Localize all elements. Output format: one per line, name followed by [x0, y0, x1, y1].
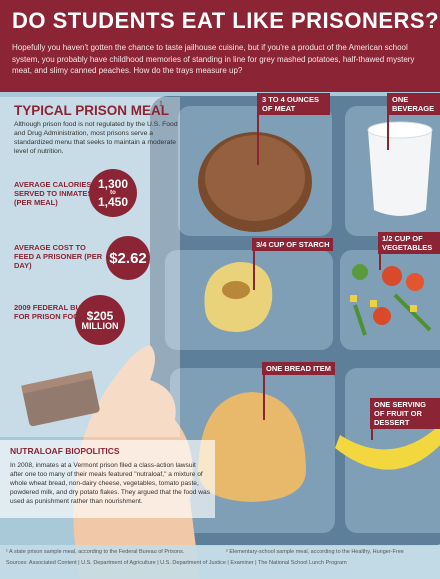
stat-label: 2009 FEDERAL BUDGET FOR PRISON FOOD — [14, 303, 102, 321]
glass-rim — [367, 121, 433, 139]
vegetables — [350, 264, 432, 336]
nutraloaf-text: In 2008, inmates at a Vermont prison fil… — [10, 462, 211, 505]
stat-label: AVERAGE COST TO FEED A PRISONER (PER DAY… — [14, 243, 103, 270]
nutraloaf-title: NUTRALOAF BIOPOLITICS — [10, 446, 120, 456]
tray-label: 3/4 CUP OF STARCH — [252, 238, 334, 251]
section-description: Although prison food is not regulated by… — [14, 121, 178, 155]
footer-band — [0, 545, 440, 579]
intro: Hopefully you haven't gotten the chance … — [12, 43, 415, 75]
header-band — [0, 0, 440, 92]
tray-label: 1/2 CUP OF VEGETABLES — [378, 232, 440, 254]
sources: Sources: Associated Content | U.S. Depar… — [6, 560, 347, 566]
tray-label: ONE BEVERAGE — [388, 93, 440, 115]
title: DO STUDENTS EAT LIKE PRISONERS? — [12, 8, 440, 33]
footnote-mark: 1 — [159, 101, 163, 108]
text-panel — [0, 97, 180, 437]
gravy — [222, 281, 250, 299]
glass — [368, 130, 432, 216]
banana — [335, 424, 440, 470]
tray-label: 3 TO 4 OUNCES OF MEAT — [258, 93, 330, 115]
stat-circle: $205 MILLION — [75, 295, 125, 345]
stat-value: MILLION — [81, 320, 119, 331]
tray-label: ONE SERVING OF FRUIT OR DESSERT — [370, 398, 440, 429]
nutraloaf — [21, 370, 100, 427]
bread — [198, 392, 306, 502]
stat-value: to — [110, 190, 116, 196]
stat-circle: 1,300 to 1,450 — [89, 169, 137, 217]
meat-top — [205, 135, 305, 221]
section-title: TYPICAL PRISON MEAL — [14, 103, 170, 118]
stat-circle: $2.62 — [106, 236, 150, 280]
stat-value: 1,450 — [97, 195, 129, 209]
stat-value: $2.62 — [109, 249, 147, 267]
footnote: ² Elementary-school sample meal, accordi… — [226, 549, 404, 555]
stat-value: 1,300 — [97, 177, 129, 191]
footnote: ¹ A state prison sample meal, according … — [6, 549, 185, 555]
stat-value: $205 — [86, 308, 114, 323]
tray-label: ONE BREAD ITEM — [262, 362, 336, 375]
stat-label: AVERAGE CALORIES SERVED TO INMATES (PER … — [14, 180, 93, 207]
text-panel — [0, 440, 215, 518]
